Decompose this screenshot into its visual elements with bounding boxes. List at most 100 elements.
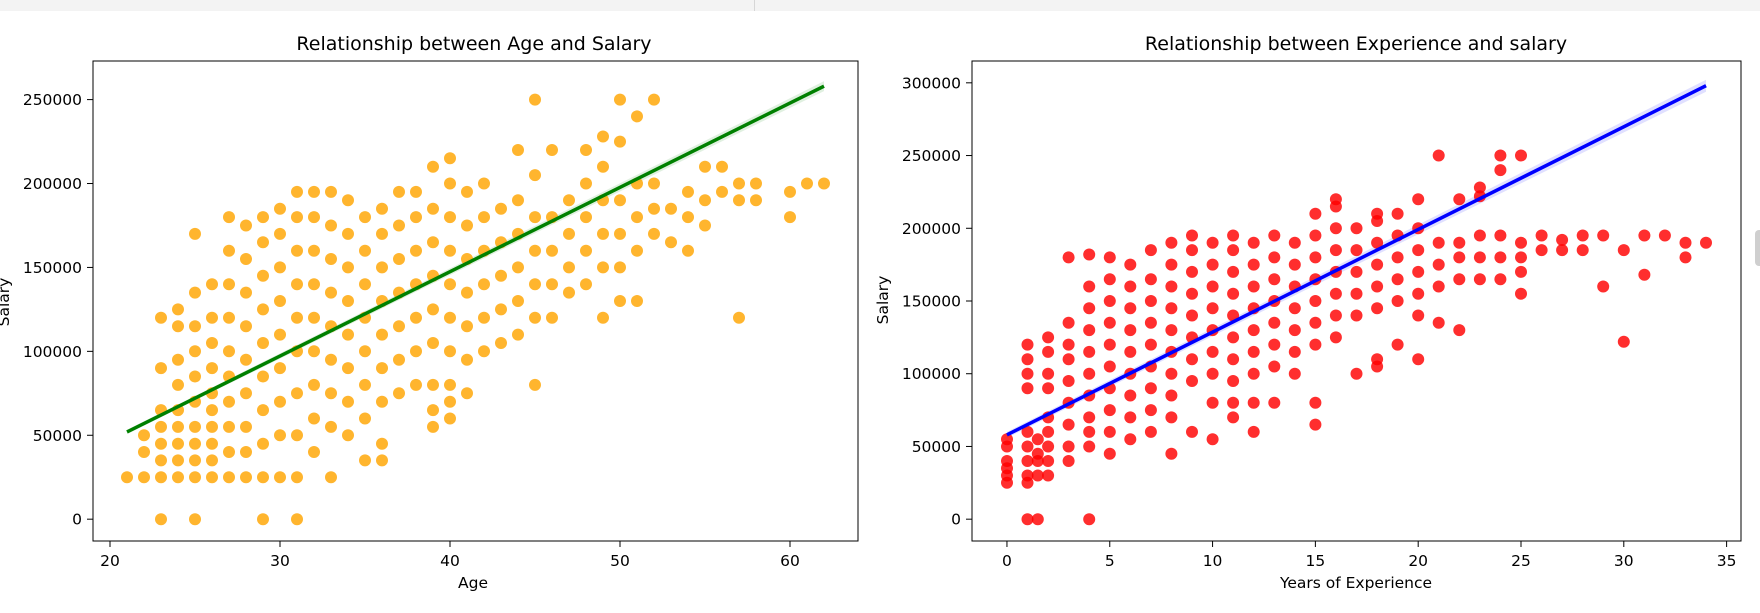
- data-point: [342, 261, 354, 274]
- data-point: [1001, 455, 1013, 467]
- data-point: [393, 353, 405, 366]
- data-point: [189, 471, 201, 484]
- data-point: [1062, 455, 1075, 467]
- data-point: [410, 378, 422, 391]
- data-point: [699, 160, 711, 173]
- data-point: [1309, 207, 1322, 220]
- data-point: [1617, 335, 1630, 348]
- data-point: [1124, 280, 1137, 293]
- chart-1-y-axis-label: Salary: [0, 278, 13, 327]
- data-point: [1638, 229, 1651, 242]
- data-point: [1206, 345, 1219, 358]
- data-point: [529, 93, 541, 106]
- data-point: [1412, 353, 1425, 366]
- data-point: [461, 185, 473, 198]
- data-point: [1371, 353, 1384, 366]
- data-point: [1329, 244, 1342, 257]
- data-point: [1391, 207, 1404, 220]
- data-point: [1494, 149, 1507, 162]
- data-point: [427, 160, 439, 173]
- data-point: [478, 311, 490, 324]
- data-point: [189, 370, 201, 383]
- data-point: [1288, 302, 1301, 315]
- data-point: [257, 370, 269, 383]
- data-point: [291, 185, 303, 198]
- data-point: [1062, 418, 1075, 431]
- chart-1-y-ticks: 0 50000 100000 150000 200000 250000: [23, 91, 93, 529]
- data-point: [1350, 222, 1363, 235]
- notebook-toolbar-strip: [0, 0, 1760, 11]
- data-point: [1638, 268, 1651, 281]
- data-point: [206, 471, 218, 484]
- data-point: [1247, 280, 1260, 293]
- data-point: [1412, 193, 1425, 206]
- data-point: [1350, 265, 1363, 278]
- chart-2-trendline: [1006, 84, 1707, 437]
- data-point: [512, 194, 524, 207]
- data-point: [1021, 455, 1034, 467]
- data-point: [1124, 433, 1137, 446]
- data-point: [138, 446, 150, 458]
- data-point: [376, 202, 388, 215]
- data-point: [325, 353, 337, 366]
- data-point: [716, 185, 728, 198]
- data-point: [529, 169, 541, 182]
- data-point: [206, 420, 218, 433]
- data-point: [1597, 229, 1610, 242]
- data-point: [1453, 324, 1466, 337]
- x-tick-label: 20: [1408, 552, 1428, 570]
- data-point: [444, 378, 456, 391]
- data-point: [376, 395, 388, 408]
- data-point: [1515, 287, 1527, 300]
- data-point: [342, 429, 354, 442]
- data-point: [393, 219, 405, 232]
- data-point: [1186, 244, 1198, 257]
- data-point: [1021, 338, 1034, 351]
- data-point: [1103, 425, 1116, 438]
- data-point: [291, 429, 303, 442]
- data-point: [359, 345, 371, 358]
- data-point: [1700, 236, 1712, 249]
- data-point: [1309, 338, 1322, 351]
- data-point: [1144, 404, 1157, 417]
- data-point: [240, 320, 252, 333]
- chart-1-points: [121, 93, 830, 526]
- x-tick-label: 5: [1105, 552, 1115, 570]
- data-point: [376, 227, 388, 240]
- data-point: [1083, 513, 1096, 526]
- data-point: [1515, 251, 1527, 264]
- data-point: [291, 513, 303, 526]
- data-point: [1329, 309, 1342, 322]
- data-point: [427, 236, 439, 249]
- data-point: [308, 211, 320, 224]
- data-point: [1494, 164, 1507, 177]
- data-point: [1309, 316, 1322, 329]
- data-point: [206, 362, 218, 375]
- data-point: [1309, 396, 1322, 409]
- data-point: [665, 236, 677, 249]
- data-point: [325, 219, 337, 232]
- scroll-edge-tab[interactable]: [1755, 230, 1760, 266]
- data-point: [291, 387, 303, 400]
- data-point: [223, 420, 235, 433]
- data-point: [1103, 273, 1116, 286]
- data-point: [1062, 440, 1075, 453]
- chart-1-trendline: [126, 84, 825, 434]
- data-point: [155, 513, 167, 526]
- data-point: [1412, 287, 1425, 300]
- data-point: [1535, 229, 1548, 242]
- data-point: [274, 202, 286, 215]
- data-point: [1617, 244, 1630, 257]
- data-point: [274, 227, 286, 240]
- data-point: [716, 160, 728, 173]
- data-point: [206, 278, 218, 291]
- data-point: [1206, 280, 1219, 293]
- data-point: [733, 177, 745, 190]
- data-point: [648, 93, 660, 106]
- data-point: [444, 395, 456, 408]
- data-point: [1165, 411, 1178, 424]
- data-point: [257, 471, 269, 484]
- data-point: [1288, 367, 1301, 380]
- data-point: [1031, 469, 1044, 482]
- data-point: [546, 244, 558, 257]
